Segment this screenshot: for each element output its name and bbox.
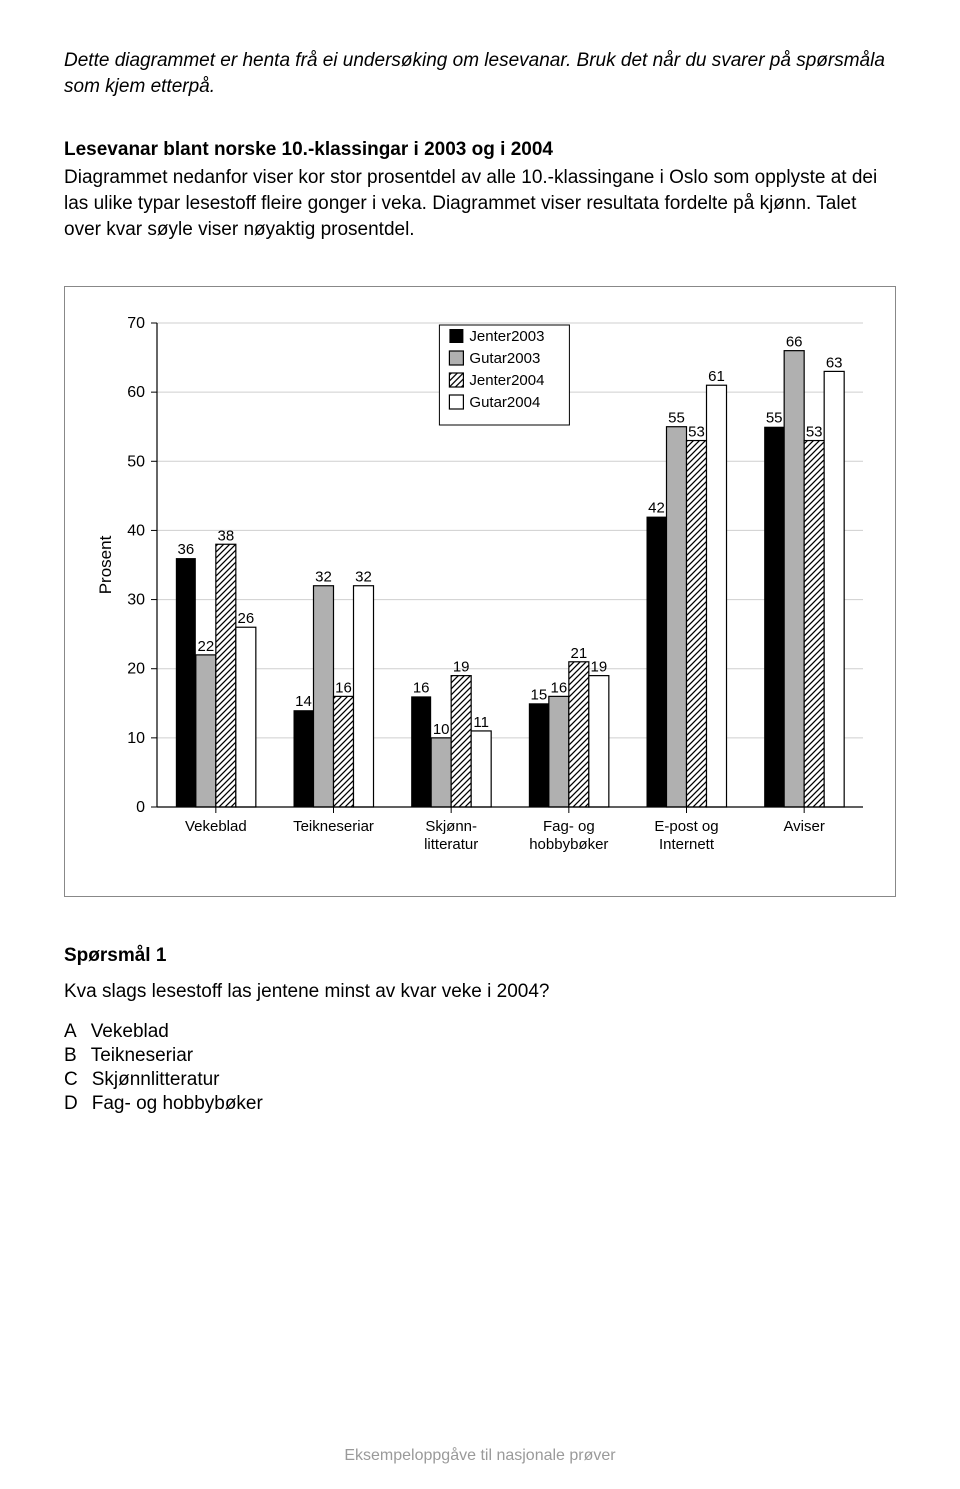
answer-label: Vekeblad [91,1021,169,1043]
category-label: litteratur [424,836,478,853]
bar-value-label: 16 [550,680,567,697]
bar [646,517,666,807]
answer-letter: A [64,1021,77,1043]
bar [196,655,216,807]
bar-value-label: 16 [335,680,352,697]
svg-text:0: 0 [136,799,145,816]
bar-value-label: 15 [530,686,547,703]
bar [549,697,569,808]
bar-value-label: 42 [648,500,665,517]
bar [804,441,824,807]
question-heading: Spørsmål 1 [64,945,896,967]
bar [451,676,471,807]
bar [824,372,844,808]
svg-text:20: 20 [127,661,145,678]
svg-text:40: 40 [127,523,145,540]
bar [589,676,609,807]
page: Dette diagrammet er henta frå ei undersø… [0,0,960,1489]
svg-text:Gutar2003: Gutar2003 [469,350,540,367]
bar [334,697,354,808]
bar [764,427,784,807]
answer-option[interactable]: B Teikneseriar [64,1045,896,1067]
bar-value-label: 21 [570,645,587,662]
bar-value-label: 66 [786,334,803,351]
bar [471,731,491,807]
category-label: E-post og [654,818,718,835]
bar [784,351,804,807]
bar-value-label: 16 [413,680,430,697]
bar-value-label: 53 [806,424,823,441]
category-label: Aviser [783,818,824,835]
bar-value-label: 22 [197,638,214,655]
category-label: Skjønn- [425,818,477,835]
category-label: Internett [659,836,715,853]
category-label: Vekeblad [185,818,247,835]
bar-chart: 0 10 20 30 40 50 60 70 Prosent 36 22 38 26 Vekeblad 14… [85,311,875,871]
bar-value-label: 19 [453,659,470,676]
answer-label: Teikneseriar [91,1045,193,1067]
bar [176,558,196,807]
answer-letter: C [64,1069,78,1091]
chart-description: Diagrammet nedanfor viser kor stor prose… [64,165,896,242]
svg-text:60: 60 [127,384,145,401]
bar [293,710,313,807]
bar [216,544,236,807]
bar-value-label: 32 [355,569,372,586]
intro-text: Dette diagrammet er henta frå ei undersø… [64,48,896,99]
question-text: Kva slags lesestoff las jentene minst av… [64,981,896,1003]
bar-value-label: 53 [688,424,705,441]
svg-text:Gutar2004: Gutar2004 [469,394,540,411]
bar-value-label: 14 [295,693,312,710]
answer-option[interactable]: C Skjønnlitteratur [64,1069,896,1091]
bar [313,586,333,807]
bar [666,427,686,807]
category-label: Fag- og [543,818,595,835]
bar-value-label: 26 [237,610,254,627]
bar [354,586,374,807]
bar [687,441,707,807]
bar [529,703,549,807]
svg-text:Jenter2003: Jenter2003 [469,328,544,345]
category-label: hobbybøker [529,836,608,853]
category-label: Teikneseriar [293,818,374,835]
bar-value-label: 55 [766,410,783,427]
bar [431,738,451,807]
page-footer: Eksempeloppgåve til nasjonale prøver [0,1447,960,1465]
answer-letter: B [64,1045,77,1067]
answer-label: Skjønnlitteratur [92,1069,220,1091]
bar [569,662,589,807]
bar-value-label: 10 [433,721,450,738]
bar [707,385,727,807]
bar [236,627,256,807]
svg-text:30: 30 [127,592,145,609]
bar-value-label: 11 [473,714,489,731]
legend: Jenter2003 Gutar2003 Jenter2004 Gutar2004 [439,325,569,425]
chart-container: 0 10 20 30 40 50 60 70 Prosent 36 22 38 26 Vekeblad 14… [64,286,896,897]
chart-heading: Lesevanar blant norske 10.-klassingar i … [64,139,896,161]
bar-value-label: 63 [826,355,843,372]
answer-list: AVekebladBTeikneseriarCSkjønnlitteraturD… [64,1021,896,1115]
bar-value-label: 19 [590,659,607,676]
answer-letter: D [64,1093,78,1115]
svg-text:10: 10 [127,730,145,747]
svg-text:Prosent: Prosent [96,536,115,595]
svg-text:70: 70 [127,315,145,332]
svg-text:Jenter2004: Jenter2004 [469,372,544,389]
answer-option[interactable]: A Vekeblad [64,1021,896,1043]
bar-value-label: 55 [668,410,685,427]
bar-value-label: 36 [177,541,194,558]
answer-option[interactable]: D Fag- og hobbybøker [64,1093,896,1115]
bar-value-label: 38 [217,527,234,544]
bar-value-label: 32 [315,569,332,586]
answer-label: Fag- og hobbybøker [92,1093,263,1115]
svg-text:50: 50 [127,453,145,470]
bar [411,697,431,808]
bar-value-label: 61 [708,368,725,385]
